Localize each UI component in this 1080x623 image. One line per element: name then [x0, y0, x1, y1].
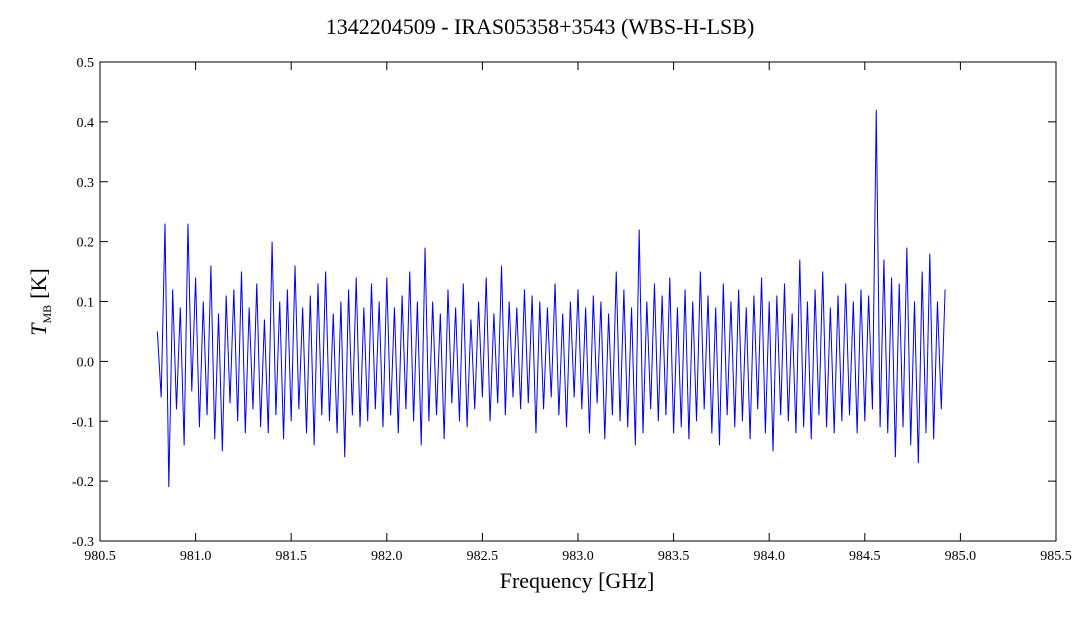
y-tick-label: -0.1	[72, 415, 94, 430]
y-tick-label: 0.2	[77, 236, 95, 251]
x-tick-label: 984.0	[753, 549, 785, 564]
y-tick-label: -0.3	[72, 535, 94, 550]
y-tick-label: -0.2	[72, 475, 94, 490]
y-axis-label: TMB [K]	[26, 268, 54, 335]
x-tick-label: 984.5	[849, 549, 881, 564]
spectrum-line	[156, 109, 946, 488]
y-tick-label: 0.5	[77, 56, 95, 71]
y-tick-label: 0.1	[77, 296, 95, 311]
y-tick-label: 0.0	[77, 355, 95, 370]
y-unit: [K]	[26, 268, 51, 299]
chart-title: 1342204509 - IRAS05358+3543 (WBS-H-LSB)	[326, 14, 755, 39]
x-tick-label: 983.5	[658, 549, 690, 564]
x-tick-label: 981.0	[180, 549, 212, 564]
y-axis-label-text: TMB [K]	[26, 268, 54, 335]
x-tick-label: 983.0	[562, 549, 594, 564]
y-tick-label: 0.4	[77, 116, 95, 131]
y-symbol: T	[26, 322, 51, 336]
x-tick-label: 981.5	[275, 549, 307, 564]
x-axis-label: Frequency [GHz]	[500, 568, 655, 593]
x-tick-label: 982.0	[371, 549, 403, 564]
x-tick-label: 982.5	[467, 549, 499, 564]
y-tick-label: 0.3	[77, 176, 95, 191]
x-tick-label: 980.5	[84, 549, 116, 564]
x-tick-label: 985.0	[945, 549, 977, 564]
y-subscript: MB	[40, 305, 54, 324]
x-tick-label: 985.5	[1040, 549, 1072, 564]
